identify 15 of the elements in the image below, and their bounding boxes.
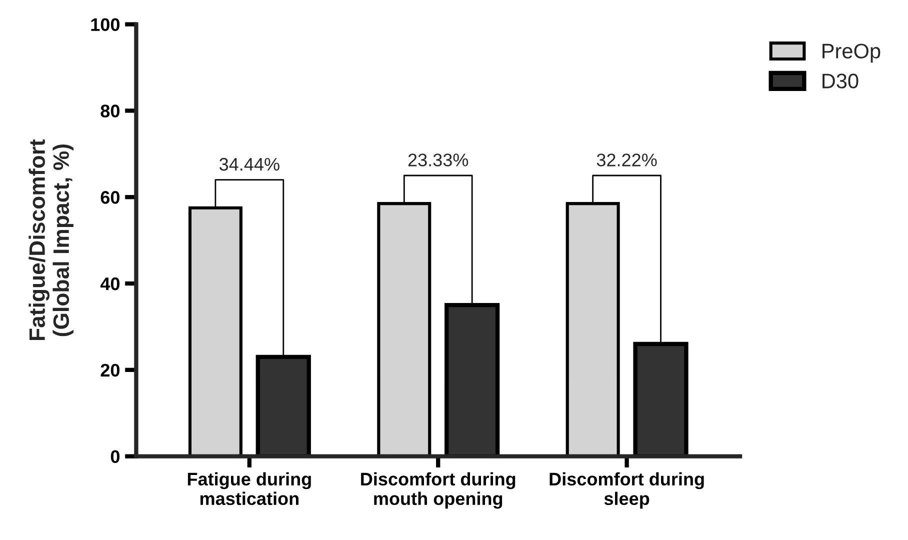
x-tick-label: Discomfort during sleep <box>550 472 704 509</box>
annotation: 34.44% <box>219 158 280 171</box>
legend-label: PreOp <box>822 44 880 63</box>
y-tick-label: 80 <box>100 104 120 118</box>
y-tick-label: 20 <box>100 364 120 377</box>
y-tick-label: 100 <box>91 18 120 32</box>
y-axis-title: Fatigue/Discomfort (Global Impact, %) <box>28 139 74 340</box>
legend-label: D30 <box>822 74 858 88</box>
annotation: 23.33% <box>408 154 468 166</box>
y-tick-label: 40 <box>100 277 120 290</box>
x-tick-label: Discomfort during mouth opening <box>361 472 516 509</box>
y-tick-label: 60 <box>100 191 120 204</box>
x-tick-label: Fatigue during mastication <box>188 472 311 506</box>
y-tick-label: 0 <box>110 450 120 464</box>
annotation: 32.22% <box>596 154 657 166</box>
